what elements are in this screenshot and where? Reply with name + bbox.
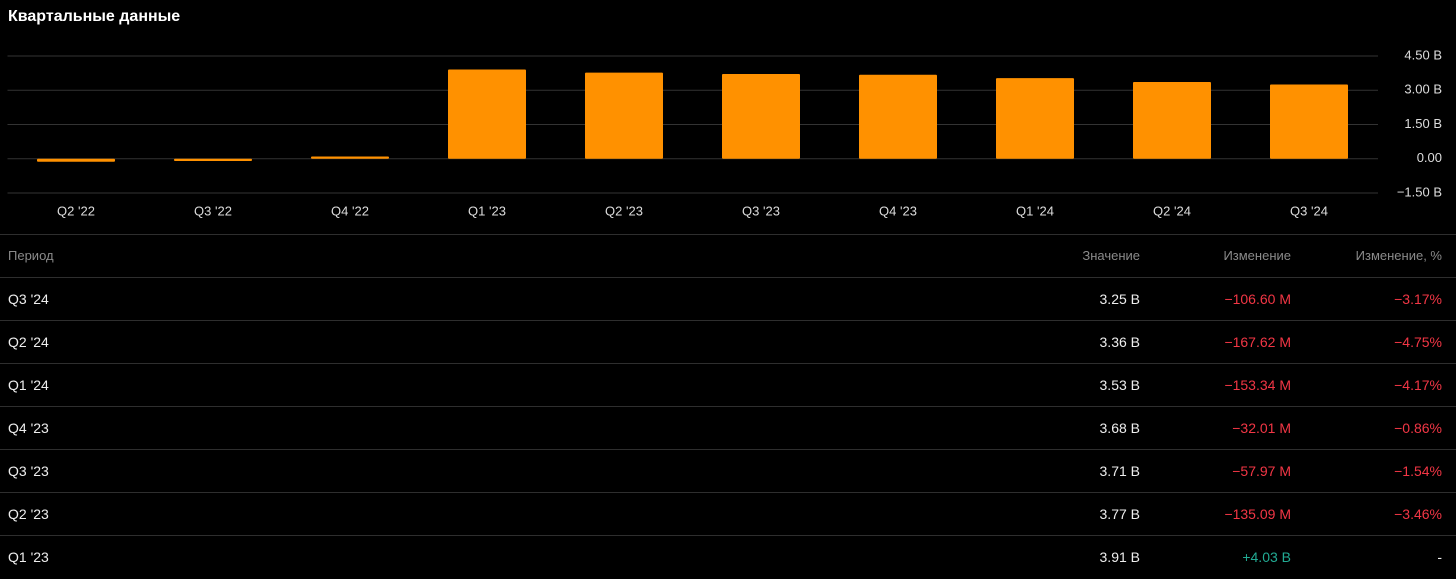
- value-cell: −135.09 M: [1224, 506, 1291, 522]
- x-tick-label: Q3 '24: [1290, 203, 1328, 218]
- x-tick-label: Q1 '24: [1016, 203, 1054, 218]
- value-cell: −167.62 M: [1224, 334, 1291, 350]
- column-header: Период: [8, 248, 54, 263]
- x-tick-label: Q4 '23: [879, 203, 917, 218]
- value-cell: 3.25 B: [1099, 291, 1140, 307]
- value-cell: 3.53 B: [1099, 377, 1140, 393]
- divider: [0, 234, 1456, 235]
- value-cell: −106.60 M: [1224, 291, 1291, 307]
- value-cell: −32.01 M: [1232, 420, 1291, 436]
- bar: [722, 74, 800, 159]
- y-tick-label: −1.50 B: [1397, 184, 1442, 199]
- x-tick-label: Q2 '22: [57, 203, 95, 218]
- column-header: Изменение: [1223, 248, 1291, 263]
- value-cell: 3.68 B: [1099, 420, 1140, 436]
- row-divider: [0, 406, 1456, 407]
- bar: [311, 156, 389, 159]
- value-cell: −3.17%: [1394, 291, 1442, 307]
- column-header: Изменение, %: [1355, 248, 1442, 263]
- y-tick-label: 4.50 B: [1404, 47, 1442, 62]
- value-cell: −3.46%: [1394, 506, 1442, 522]
- value-cell: -: [1437, 549, 1442, 565]
- x-tick-label: Q3 '23: [742, 203, 780, 218]
- x-tick-label: Q3 '22: [194, 203, 232, 218]
- value-cell: +4.03 B: [1242, 549, 1291, 565]
- bar: [37, 158, 115, 162]
- value-cell: −4.17%: [1394, 377, 1442, 393]
- value-cell: 3.91 B: [1099, 549, 1140, 565]
- row-divider: [0, 277, 1456, 278]
- value-cell: 3.71 B: [1099, 463, 1140, 479]
- bar: [1133, 82, 1211, 159]
- bar: [996, 78, 1074, 159]
- value-cell: −0.86%: [1394, 420, 1442, 436]
- bar: [1270, 84, 1348, 159]
- bar: [859, 74, 937, 159]
- column-header: Значение: [1082, 248, 1140, 263]
- row-divider: [0, 320, 1456, 321]
- y-tick-label: 1.50 B: [1404, 116, 1442, 131]
- value-cell: 3.36 B: [1099, 334, 1140, 350]
- row-divider: [0, 449, 1456, 450]
- bar: [585, 72, 663, 159]
- x-tick-label: Q2 '24: [1153, 203, 1191, 218]
- value-cell: −57.97 M: [1232, 463, 1291, 479]
- bar: [448, 69, 526, 159]
- period-cell: Q3 '23: [8, 463, 49, 479]
- period-cell: Q2 '23: [8, 506, 49, 522]
- bar: [174, 158, 252, 162]
- period-cell: Q2 '24: [8, 334, 49, 350]
- x-tick-label: Q4 '22: [331, 203, 369, 218]
- y-tick-label: 3.00 B: [1404, 82, 1442, 97]
- period-cell: Q3 '24: [8, 291, 49, 307]
- chart-title: Квартальные данные: [8, 8, 180, 25]
- row-divider: [0, 492, 1456, 493]
- period-cell: Q1 '24: [8, 377, 49, 393]
- y-tick-label: 0.00: [1417, 150, 1442, 165]
- row-divider: [0, 535, 1456, 536]
- period-cell: Q1 '23: [8, 549, 49, 565]
- value-cell: −4.75%: [1394, 334, 1442, 350]
- chart: Квартальные данные −1.50 B 0.00 1.50 B 3.00…: [7, 8, 1442, 218]
- value-cell: 3.77 B: [1099, 506, 1140, 522]
- value-cell: −153.34 M: [1224, 377, 1291, 393]
- x-tick-label: Q1 '23: [468, 203, 506, 218]
- value-cell: −1.54%: [1394, 463, 1442, 479]
- row-divider: [0, 363, 1456, 364]
- x-tick-label: Q2 '23: [605, 203, 643, 218]
- period-cell: Q4 '23: [8, 420, 49, 436]
